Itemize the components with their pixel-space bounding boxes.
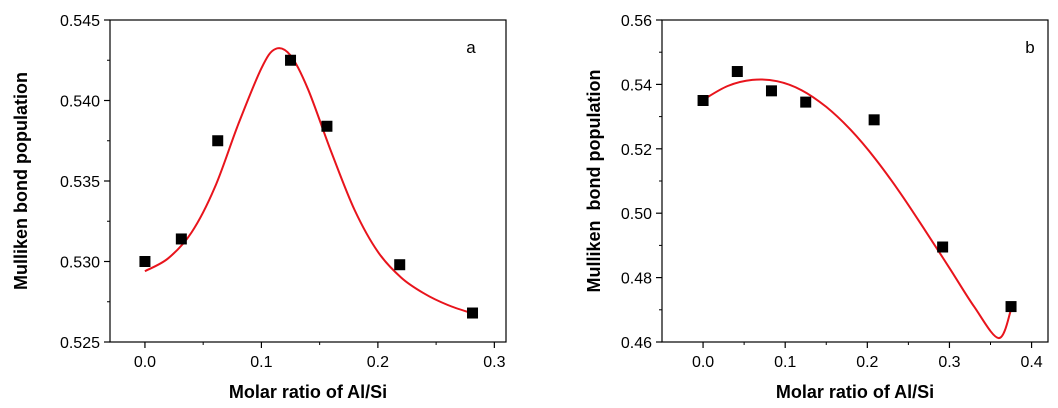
y-axis-title: Mulliken bond population xyxy=(11,72,31,290)
x-tick-label: 0.1 xyxy=(250,354,272,371)
y-tick-label: 0.50 xyxy=(621,206,652,223)
data-point xyxy=(937,241,949,253)
data-point xyxy=(765,85,777,97)
data-point xyxy=(321,120,333,132)
x-tick-label: 0.4 xyxy=(1020,354,1042,371)
data-point xyxy=(868,114,880,126)
x-axis-title: Molar ratio of Al/Si xyxy=(776,382,934,402)
data-point xyxy=(212,135,224,147)
fit-curve xyxy=(144,47,472,314)
data-point xyxy=(800,96,812,108)
data-point xyxy=(139,256,151,267)
y-tick-label: 0.545 xyxy=(60,13,100,30)
chart-panel-b: 0.46 0.48 0.50 0.52 0.54 0.56 0.0 0.1 0.2 0.3 0.4 b… xyxy=(584,13,1049,402)
y-tick-label: 0.52 xyxy=(621,142,652,159)
x-tick-label: 0.3 xyxy=(938,354,960,371)
data-point xyxy=(285,54,297,66)
y-tick-label: 0.525 xyxy=(60,335,100,352)
y-tick-label: 0.56 xyxy=(621,13,652,30)
data-point xyxy=(467,307,479,319)
y-tick-label: 0.46 xyxy=(621,335,652,352)
data-point xyxy=(175,233,187,245)
x-tick-label: 0.0 xyxy=(692,354,714,371)
x-tick-label: 0.3 xyxy=(483,354,505,371)
x-axis-title: Molar ratio of Al/Si xyxy=(229,382,387,402)
data-point xyxy=(731,66,743,78)
y-axis-title: Mulliken bond population xyxy=(584,70,604,293)
chart-panel-a: 0.525 0.530 0.535 0.540 0.545 0.0 0.1 0.2 0.3 a Mo… xyxy=(11,13,507,402)
x-tick-label: 0.2 xyxy=(367,354,389,371)
plot-frame xyxy=(661,19,1049,343)
y-tick-label: 0.54 xyxy=(621,77,652,94)
panel-label: b xyxy=(1025,38,1034,57)
y-tick-label: 0.535 xyxy=(60,174,100,191)
x-tick-label: 0.2 xyxy=(856,354,878,371)
data-point xyxy=(394,259,406,271)
fit-curve xyxy=(702,78,1012,340)
panel-label: a xyxy=(466,38,476,57)
data-point xyxy=(1005,301,1017,313)
y-tick-label: 0.530 xyxy=(60,255,100,272)
plot-frame xyxy=(109,19,507,343)
data-point xyxy=(697,95,709,106)
y-tick-label: 0.540 xyxy=(60,94,100,111)
x-tick-label: 0.0 xyxy=(134,354,156,371)
y-tick-label: 0.48 xyxy=(621,271,652,288)
x-tick-label: 0.1 xyxy=(774,354,796,371)
